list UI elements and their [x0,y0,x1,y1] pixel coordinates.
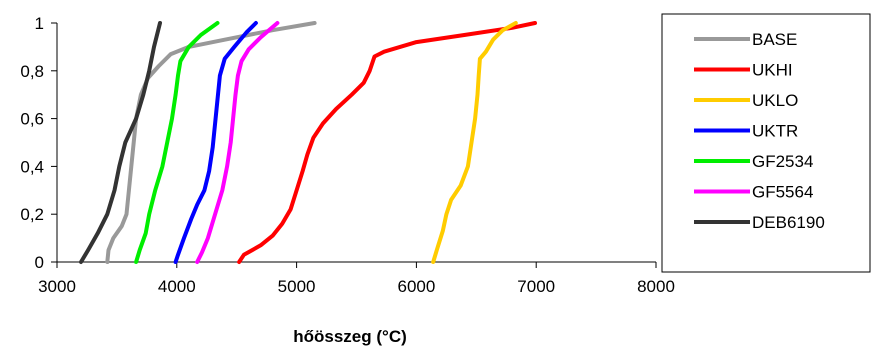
series-lines [79,21,537,264]
y-tick-label: 0 [35,253,44,272]
legend-label-uklo: UKLO [752,91,798,110]
legend-items: BASE UKHI UKLO UKTR GF2534 GF5564 DEB6190 [694,30,825,232]
x-axis-title: hőösszeg (°C) [293,327,407,346]
series-line-gf2534 [134,21,220,264]
series-line-ukhi [237,21,537,264]
legend: BASE UKHI UKLO UKTR GF2534 GF5564 DEB6190 [661,13,871,273]
series-line-uklo [431,21,518,264]
x-tick-label: 4000 [158,277,196,296]
y-tick-label: 0,4 [20,157,44,176]
legend-box [661,13,871,273]
y-tick-label: 1 [35,14,44,33]
legend-label-gf2534: GF2534 [752,152,813,171]
series-line-deb6190 [79,21,162,264]
legend-label-gf5564: GF5564 [752,183,813,202]
x-tick-label: 7000 [517,277,555,296]
legend-label-uktr: UKTR [752,122,798,141]
legend-label-base: BASE [752,30,797,49]
x-tick-label: 3000 [38,277,76,296]
x-tick-label: 5000 [278,277,316,296]
y-tick-label: 0,2 [20,205,44,224]
legend-label-deb6190: DEB6190 [752,213,825,232]
axis-ticks: 3000 4000 5000 6000 7000 8000 0 0,2 0,4 0,6 0,8 1 [20,14,675,296]
y-tick-label: 0,6 [20,110,44,129]
x-tick-label: 6000 [397,277,435,296]
plot-area: 3000 4000 5000 6000 7000 8000 0 0,2 0,4 0,6 0,8 1 [20,14,675,296]
series-line-gf5564 [195,21,280,264]
series-line-uktr [173,21,258,264]
y-tick-label: 0,8 [20,62,44,81]
legend-label-ukhi: UKHI [752,61,793,80]
x-tick-label: 8000 [637,277,675,296]
